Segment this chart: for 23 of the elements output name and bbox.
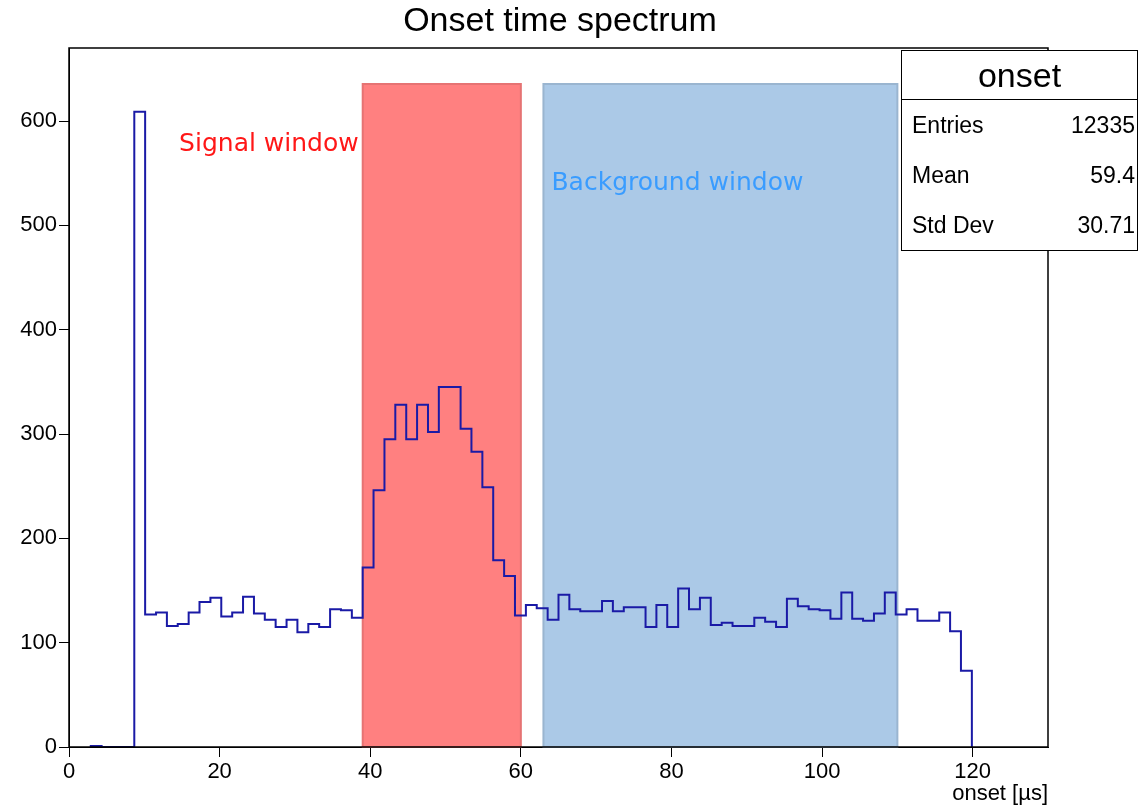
text: 12335 (1071, 111, 1135, 140)
annotation: onset (902, 51, 1137, 100)
annotation: Std Dev (912, 211, 994, 240)
band-label: Background window (551, 166, 804, 196)
annotation: Mean (912, 161, 970, 190)
x-tick-label: 20 (207, 758, 232, 784)
x-tick-label: 80 (659, 758, 684, 784)
y-tick-label: 500 (20, 211, 57, 237)
y-tick-label: 200 (20, 524, 57, 550)
text: 30.71 (1077, 211, 1135, 240)
band-label: Signal window (179, 127, 359, 157)
text: 59.4 (1090, 161, 1135, 190)
y-tick-label: 100 (20, 628, 57, 654)
x-tick-label: 40 (357, 758, 383, 784)
x-tick-label: 0 (62, 758, 76, 784)
y-tick-label: 0 (44, 733, 57, 759)
x-tick-label: 60 (508, 758, 534, 784)
x-tick-label: 100 (803, 758, 841, 784)
chart-title: Onset time spectrum (403, 0, 717, 39)
y-tick-label: 400 (20, 315, 57, 341)
annotation: Entries (912, 111, 984, 140)
y-tick-label: 300 (20, 420, 57, 446)
y-tick-label: 600 (20, 107, 57, 133)
